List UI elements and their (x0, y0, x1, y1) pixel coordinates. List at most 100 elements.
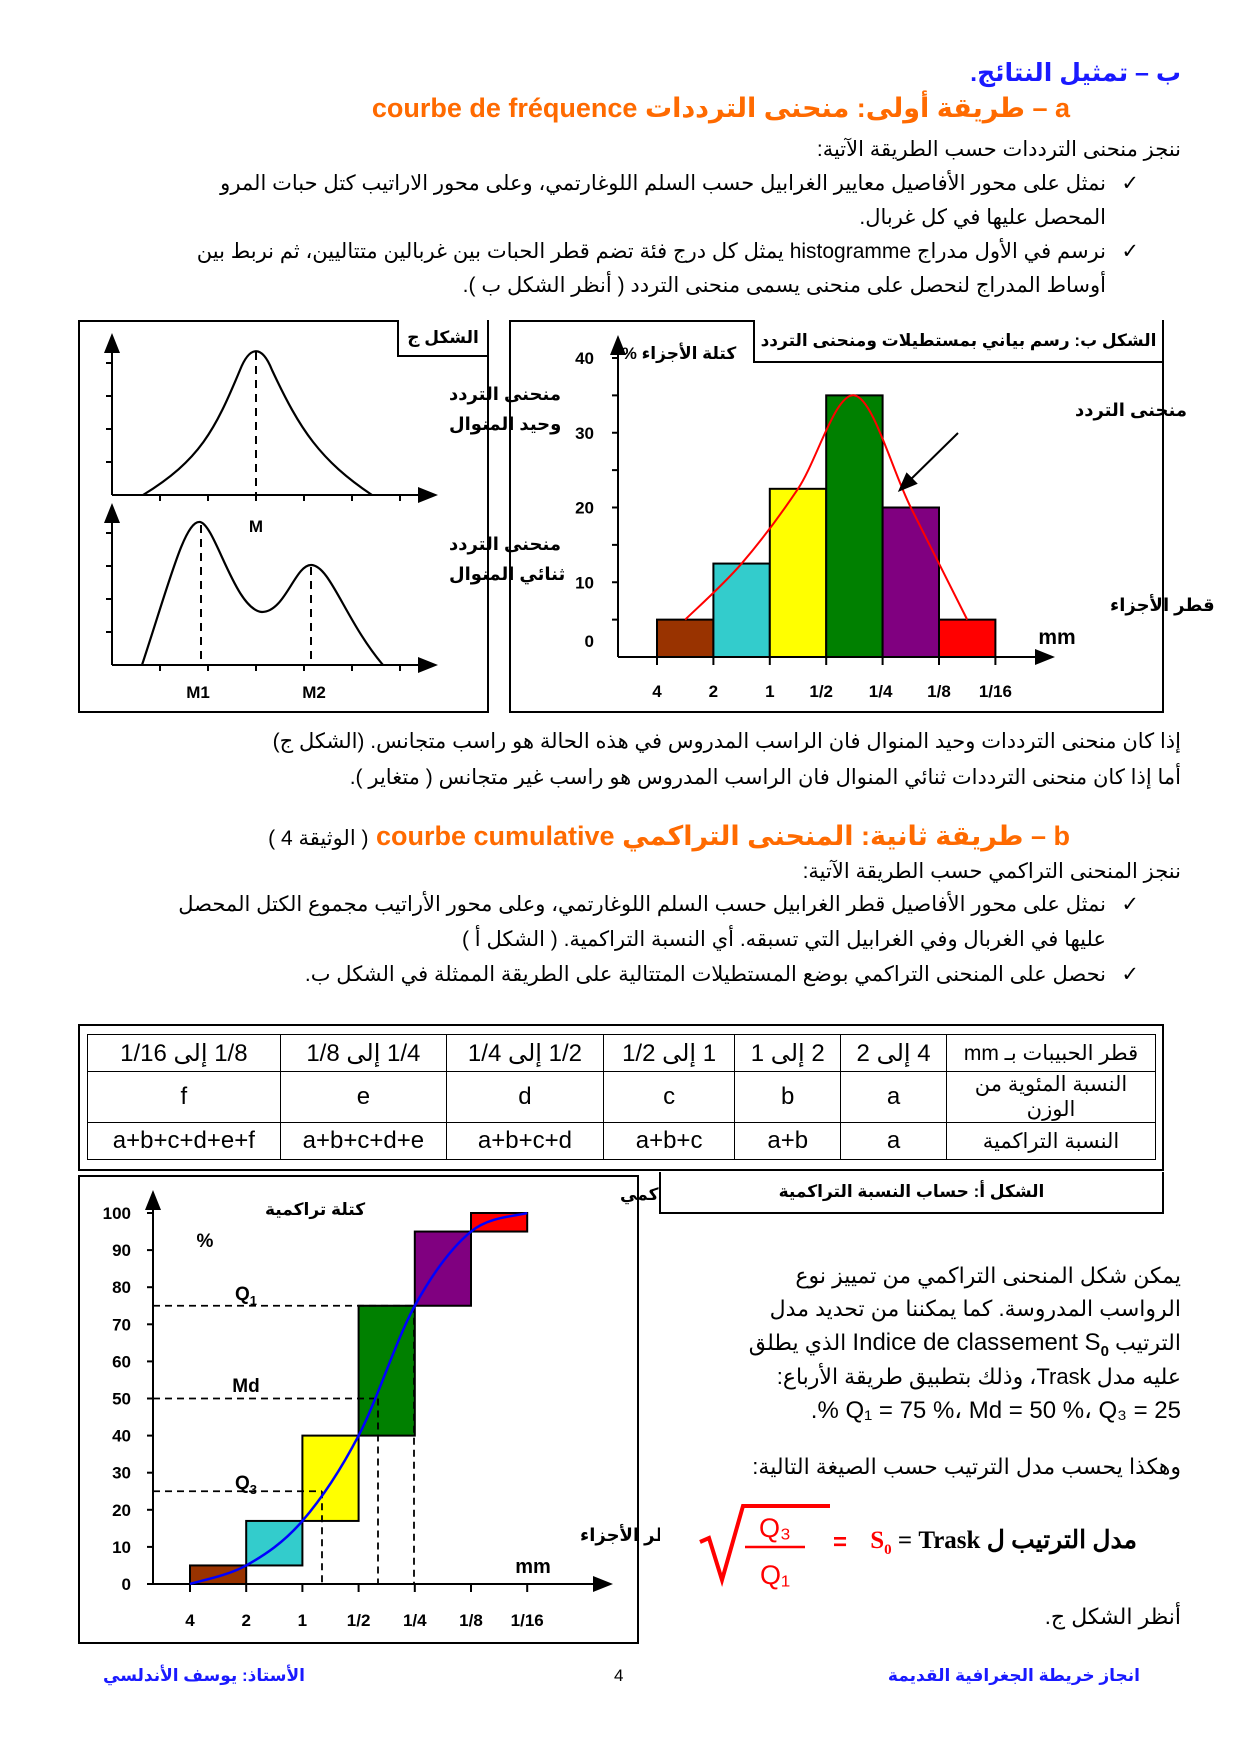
q3-label: Q3 (235, 1473, 257, 1497)
bimodal-label-1: منحنى التردد (449, 534, 561, 555)
y-tick-label: 40 (575, 349, 594, 368)
see-figure: أنظر الشكل ج. (1044, 1604, 1181, 1629)
x-axis-unit: mm (515, 1556, 551, 1578)
check-icon: ✓ (1121, 963, 1139, 986)
table-cell: 1/8 إلى 1/16 (87, 1034, 281, 1072)
paragraph-line-2: أما إذا كان منحنى الترددات ثنائي المنوال… (349, 766, 1181, 789)
x-tick-label: 1/8 (459, 1611, 483, 1630)
mode-label: M (249, 517, 263, 536)
table-cell: a (840, 1122, 947, 1160)
cumulative-chart: 0 10 20 30 40 50 60 70 80 90 100 4 2 1 1/2 1/4 1/8 1/16 ا… (103, 1185, 660, 1630)
method-a-heading: a – طريقة أولى: منحنى الترددات courbe de… (372, 93, 1070, 123)
table-cell: a+b (734, 1122, 842, 1160)
histogram-bar (768, 487, 828, 658)
x-tick-label: 1/2 (809, 682, 833, 701)
histogram-chart: 0 10 20 30 40 4 2 1 1/2 1/4 1/8 1/16 منحنى التردد ق… (575, 335, 1215, 701)
explanation-line-2: الرواسب المدروسة. كما يمكننا من تحديد مد… (769, 1296, 1181, 1321)
figure-b1-label: الشكل ب: رسم بياني بمستطيلات ومنحنى التر… (753, 320, 1164, 363)
table-cell: a+b+c+d+e (279, 1122, 448, 1160)
explanation-line-6: وهكذا يحسب مدل الترتيب حسب الصيغة التالي… (752, 1454, 1181, 1479)
histogram-bar (881, 506, 940, 658)
method-b-heading-fr: courbe cumulative (376, 821, 615, 851)
table-cell: 1 إلى 1/2 (602, 1034, 736, 1072)
cumulative-curve (189, 1211, 528, 1586)
x-tick-label: 1/4 (403, 1611, 427, 1630)
unimodal-label-2: وحيد المنوال (449, 414, 561, 435)
method-b-intro: ننجز المنحنى التراكمي حسب الطريقة الآتية… (802, 860, 1181, 883)
table-cell: قطر الحبيبات بـ mm (946, 1034, 1156, 1072)
table-cell: 2 إلى 1 (734, 1034, 842, 1072)
table-cell: 1/2 إلى 1/4 (446, 1034, 604, 1072)
histogram-bar (712, 562, 771, 658)
y-tick-label: 10 (112, 1538, 131, 1557)
formula-numerator: Q₃ (759, 1513, 791, 1543)
y-axis-label-text: كتلة تراكمية (265, 1200, 365, 1220)
table-row-diameters: قطر الحبيبات بـ mm 4 إلى 2 2 إلى 1 1 إلى… (87, 1034, 1156, 1072)
cumulative-bar (301, 1434, 360, 1522)
frequency-curve (684, 394, 969, 621)
figure-j-chart: M M1 M2 منحنى التردد وحيد المنوال منحنى … (104, 333, 565, 702)
method-a-intro: ننجز منحنى الترددات حسب الطريقة الآتية: (816, 138, 1181, 161)
check-icon: ✓ (1121, 893, 1139, 916)
table-cell: 4 إلى 2 (840, 1034, 947, 1072)
formula-text: مدل الترتيب ل Trask = S0 (870, 1527, 1137, 1559)
paragraph-line-1: إذا كان منحنى الترددات وحيد المنوال فان … (272, 730, 1181, 753)
table-row-percent: النسبة المئوية من الوزن a b c d e f (87, 1071, 1156, 1123)
mode2-label: M2 (302, 683, 326, 702)
x-tick-label: 1/2 (347, 1611, 371, 1630)
x-tick-label: 1 (765, 682, 774, 701)
unimodal-plot (104, 333, 438, 503)
method-a-bullet1: نمثل على محور الأفاصيل معايير الغرابيل ح… (220, 172, 1106, 195)
table-cell: a+b+c+d+e+f (87, 1122, 281, 1160)
x-tick-label: 1 (298, 1611, 307, 1630)
method-a-bullet2-cont: أوساط المدراج لنحصل على منحنى يسمى منحنى… (462, 274, 1106, 297)
method-b-heading: b – طريقة ثانية: المنحنى التراكمي courbe… (268, 823, 1070, 852)
table-cell: a+b+c (602, 1122, 736, 1160)
method-a-heading-ar: a – طريقة أولى: منحنى الترددات (644, 93, 1070, 123)
figure-j-label: الشكل ج (397, 320, 489, 357)
table-cell: 1/4 إلى 1/8 (279, 1034, 448, 1072)
x-axis-unit: mm (1038, 626, 1075, 649)
check-icon: ✓ (1121, 172, 1139, 195)
cumulative-bar (413, 1230, 472, 1307)
explanation-quartiles: Q₁ = 75 %، Md = 50 %، Q₃ = 25 %. (810, 1397, 1181, 1424)
method-b-bullet2: نحصل على المنحنى التراكمي بوضع المستطيلا… (304, 963, 1106, 986)
y-tick-label: 40 (112, 1427, 131, 1446)
check-icon: ✓ (1121, 240, 1139, 263)
y-tick-label: 30 (112, 1464, 131, 1483)
x-tick-label: 1/4 (869, 682, 893, 701)
method-a-bullet2: نرسم في الأول مدراج histogramme يمثل كل … (196, 240, 1106, 263)
y-tick-label: 80 (112, 1278, 131, 1297)
table-cell: a (840, 1071, 947, 1123)
method-b-bullet1: نمثل على محور الأفاصيل قطر الغرابيل حسب … (178, 893, 1106, 916)
formula-equals: = (833, 1529, 848, 1556)
curve-pointer-arrow (897, 432, 959, 493)
y-tick-label: 60 (112, 1352, 131, 1371)
histogram-bar (938, 618, 997, 658)
curve-label: منحنى التردد (1075, 400, 1187, 421)
table-cell: النسبة التراكمية (946, 1122, 1156, 1160)
table-cell: c (602, 1071, 736, 1123)
histogram-bar (825, 394, 884, 658)
table-frame (78, 1024, 1164, 1171)
mode1-label: M1 (186, 683, 210, 702)
figure-j-frame (78, 320, 489, 713)
md-label: Md (232, 1376, 259, 1397)
x-axis-label-text: قطر الأجزاء (1110, 594, 1215, 616)
x-tick-label: 1/16 (979, 682, 1012, 701)
method-b-heading-ref: ( الوثيقة 4 ) (268, 827, 369, 850)
method-b-heading-ar: b – طريقة ثانية: المنحنى التراكمي (622, 821, 1070, 851)
explanation-line-3: الترتيب Indice de classement S0 الذي يطل… (748, 1329, 1181, 1360)
bimodal-label-2: ثنائي المنوال (449, 564, 565, 585)
explanation-line-1: يمكن شكل المنحنى التراكمي من تمييز نوع (795, 1263, 1181, 1288)
table-cell: d (446, 1071, 604, 1123)
y-tick-label: 50 (112, 1390, 131, 1409)
figure-b2-frame (78, 1175, 639, 1644)
unimodal-label-1: منحنى التردد (449, 384, 561, 405)
histogram-y-axis-label: كتلة الأجزاء % (621, 344, 737, 363)
method-b-bullet1-cont: عليها في الغربال وفي الغرابيل التي تسبقه… (461, 928, 1106, 951)
x-axis-label-text: قطر الأجزاء (580, 1524, 660, 1546)
sqrt-icon (699, 1504, 830, 1588)
y-tick-label: 0 (585, 632, 594, 651)
q1-label: Q1 (235, 1284, 257, 1308)
